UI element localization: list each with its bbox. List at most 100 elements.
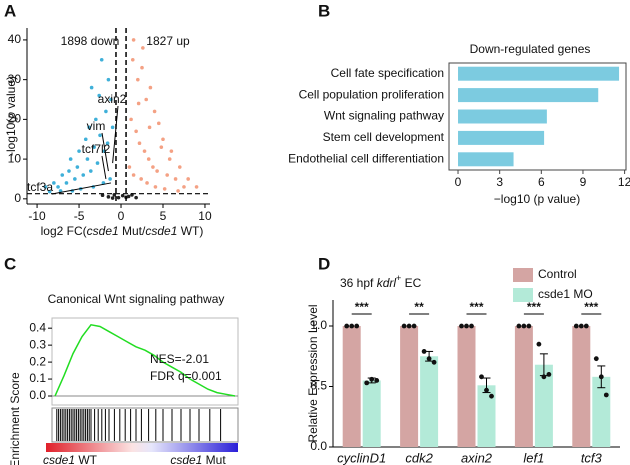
point bbox=[110, 125, 115, 130]
text-part: Mut/ bbox=[119, 224, 146, 238]
point bbox=[60, 173, 65, 177]
point bbox=[159, 145, 164, 149]
point bbox=[186, 177, 190, 181]
text-part: -log10( bbox=[4, 119, 18, 156]
y-tick-label: 40 bbox=[8, 32, 22, 46]
y-tick-label: 0 bbox=[14, 191, 21, 205]
panel-label: D bbox=[318, 254, 330, 273]
text-part: csde1 bbox=[43, 453, 75, 465]
point bbox=[162, 187, 167, 191]
significance: ** bbox=[414, 300, 424, 314]
dot bbox=[516, 323, 522, 329]
annotation: FDR q=0.001 bbox=[150, 369, 222, 383]
bar bbox=[458, 88, 599, 103]
point bbox=[152, 109, 157, 114]
point bbox=[144, 97, 149, 102]
chart-title: 36 hpf kdrl+ EC bbox=[340, 273, 422, 290]
dot bbox=[374, 378, 380, 383]
plot-frame bbox=[51, 317, 239, 406]
point bbox=[182, 185, 186, 189]
point bbox=[142, 149, 147, 153]
dot bbox=[489, 393, 494, 399]
point bbox=[88, 169, 93, 173]
point bbox=[92, 145, 96, 149]
point bbox=[120, 193, 125, 198]
significance: *** bbox=[527, 300, 541, 314]
dot bbox=[364, 380, 370, 386]
significance: *** bbox=[355, 300, 369, 314]
point bbox=[99, 57, 104, 62]
point bbox=[129, 117, 133, 122]
point bbox=[136, 101, 141, 106]
x-tick-label: 6 bbox=[538, 175, 545, 189]
point bbox=[151, 165, 155, 169]
dot bbox=[593, 356, 599, 362]
point bbox=[134, 195, 138, 200]
bar bbox=[362, 380, 381, 447]
y-axis-title: Relative Expression Level bbox=[306, 304, 320, 442]
chart-title: Canonical Wnt signaling pathway bbox=[48, 292, 225, 306]
x-label-right: csde1 Mut bbox=[170, 453, 226, 465]
plot-frame bbox=[448, 62, 627, 171]
y-tick-label: 0.2 bbox=[29, 354, 46, 368]
dot bbox=[573, 323, 579, 329]
y-tick-label: 20 bbox=[8, 112, 22, 126]
y-tick-label: 0.1 bbox=[29, 371, 46, 385]
point bbox=[98, 133, 102, 138]
point bbox=[146, 157, 151, 161]
point bbox=[161, 137, 165, 142]
x-tick-label: 9 bbox=[580, 175, 587, 189]
bar bbox=[400, 326, 419, 447]
bar bbox=[342, 326, 361, 447]
panel-label: C bbox=[4, 254, 16, 273]
x-tick-label: 12 bbox=[618, 175, 630, 189]
dot bbox=[578, 323, 584, 329]
y-tick-label: 0.0 bbox=[310, 439, 327, 453]
y-tick-label: 0.3 bbox=[29, 337, 46, 351]
y-axis-title: Enrichment Score bbox=[8, 372, 22, 465]
point bbox=[156, 121, 161, 126]
legend-label: csde1 MO bbox=[538, 287, 593, 301]
point bbox=[56, 185, 60, 189]
point bbox=[130, 57, 135, 62]
text-part: log2 FC( bbox=[41, 224, 87, 238]
dot bbox=[603, 392, 609, 398]
point bbox=[147, 125, 152, 130]
rank-gradient bbox=[46, 443, 238, 452]
point bbox=[110, 196, 115, 200]
point bbox=[116, 195, 121, 200]
significance: *** bbox=[584, 300, 598, 314]
x-tick-label: tcf3 bbox=[581, 450, 603, 465]
barcode-frame bbox=[51, 407, 239, 443]
point bbox=[141, 46, 145, 50]
point-label: vim bbox=[87, 119, 106, 133]
text-part: + bbox=[396, 273, 401, 283]
text-part: Mut bbox=[202, 453, 226, 465]
bar bbox=[534, 364, 553, 447]
text-part: value) bbox=[4, 76, 18, 112]
point bbox=[173, 177, 178, 181]
dot bbox=[464, 323, 469, 329]
point bbox=[145, 181, 149, 185]
dot bbox=[349, 323, 355, 329]
point bbox=[127, 165, 132, 169]
dot bbox=[344, 323, 350, 329]
dot bbox=[431, 359, 437, 365]
point bbox=[140, 65, 144, 70]
dot bbox=[598, 374, 604, 380]
x-tick-label: 5 bbox=[160, 209, 167, 223]
category-label: Wnt signaling pathway bbox=[324, 109, 444, 123]
text-part: WT bbox=[75, 453, 98, 465]
bar bbox=[457, 326, 476, 447]
text-part: csde1 bbox=[170, 453, 202, 465]
point bbox=[126, 194, 131, 199]
point bbox=[165, 173, 169, 177]
text-part: csde1 bbox=[145, 224, 177, 238]
point bbox=[131, 173, 136, 177]
significance: *** bbox=[469, 300, 483, 314]
point bbox=[139, 177, 143, 181]
dot bbox=[401, 323, 407, 329]
point bbox=[106, 195, 111, 199]
x-tick-label: -5 bbox=[74, 209, 85, 223]
